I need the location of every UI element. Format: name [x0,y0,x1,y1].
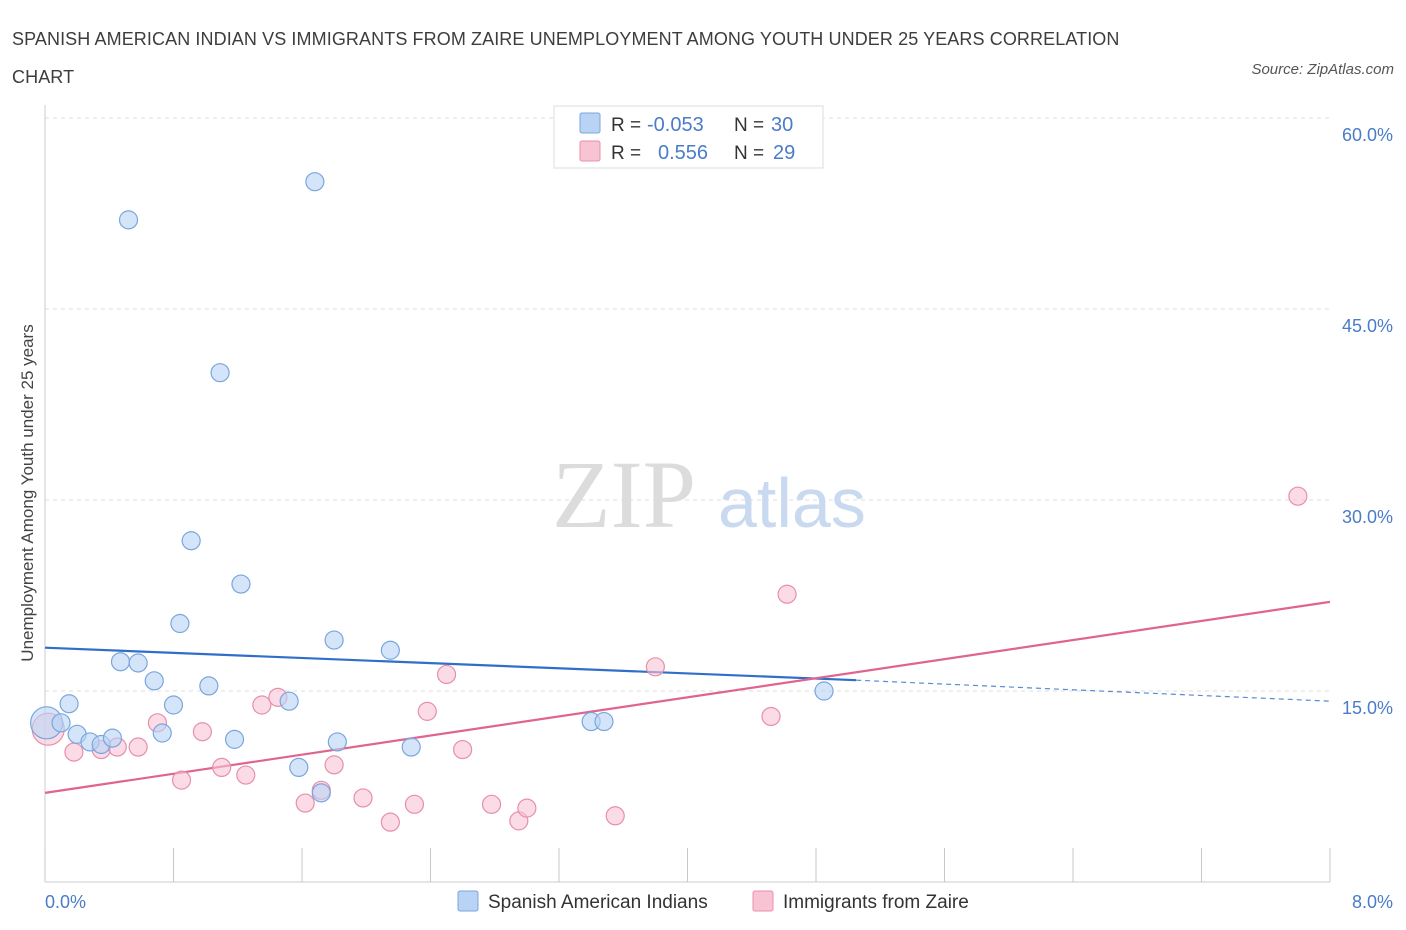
point-series0-23 [401,737,421,757]
trend-line-1 [44,600,1331,794]
legend-swatch-spanish-american-indians [457,890,479,912]
point-series0-22 [380,640,400,660]
y-tick-label: 15.0% [1342,698,1393,718]
legend-label-spanish-american-indians: Spanish American Indians [488,892,708,913]
point-series1-17 [404,794,425,814]
y-tick-label: 60.0% [1342,125,1393,145]
point-series0-9 [144,671,164,691]
x-tick-labels: 0.0% 8.0% [45,892,1393,912]
point-series0-13 [181,531,201,551]
chart-title: SPANISH AMERICAN INDIAN VS IMMIGRANTS FR… [12,29,1120,87]
point-series0-28 [210,363,230,383]
stats-r-value-blue: -0.053 [647,114,704,136]
watermark-atlas: atlas [718,464,866,542]
x-tick-label-max: 8.0% [1352,892,1393,912]
point-series1-6 [171,770,192,790]
point-series1-20 [453,739,473,760]
trend-line-extension-0 [856,679,1331,702]
watermark-zip: ZIP [552,441,696,548]
point-series1-23 [517,798,537,818]
point-series0-29 [305,172,325,192]
point-series0-27 [118,210,139,230]
y-tick-label: 45.0% [1342,316,1393,336]
series-legend: Spanish American Indians Immigrants from… [457,890,969,913]
legend-swatch-immigrants-from-zaire [752,890,774,912]
y-tick-labels: 15.0% 30.0% 45.0% 60.0% [1342,125,1393,718]
point-series1-28 [1288,486,1308,506]
stats-r-value-pink: 0.556 [658,142,708,164]
point-series1-25 [645,657,665,677]
watermark: ZIP atlas [552,441,866,548]
point-series1-10 [252,695,272,715]
stats-swatch-blue [579,112,601,134]
point-series0-11 [163,695,184,715]
point-series0-16 [231,574,251,594]
point-series0-6 [102,728,123,748]
stats-n-label-pink: N = [734,143,764,164]
point-series1-27 [777,584,797,604]
point-series0-8 [128,653,148,673]
point-series1-1 [64,742,84,762]
data-points [30,172,1308,832]
point-series1-7 [192,722,213,742]
point-series1-24 [605,806,625,826]
stats-swatch-pink [579,140,601,162]
x-tick-label-min: 0.0% [45,892,86,912]
point-series0-12 [170,613,190,634]
point-series1-14 [324,755,344,775]
point-series0-18 [289,757,309,778]
point-series1-15 [353,788,373,808]
point-series1-21 [481,794,502,814]
point-series1-19 [436,664,457,685]
point-series1-12 [295,793,315,813]
point-series0-17 [279,691,299,711]
source-credit: Source: ZipAtlas.com [1251,61,1394,78]
point-series1-8 [212,757,232,778]
point-series0-15 [224,729,245,749]
point-series1-16 [380,812,400,832]
stats-r-label-blue: R = [611,115,641,136]
point-series0-1 [51,713,71,733]
y-tick-label: 30.0% [1342,507,1393,527]
point-series0-25 [594,711,614,732]
trend-line-0 [44,646,857,682]
point-series0-2 [59,694,79,714]
stats-r-label-pink: R = [611,143,641,164]
point-series0-21 [327,732,347,752]
point-series0-10 [152,723,172,743]
point-series0-14 [199,676,219,696]
point-series0-19 [311,783,331,803]
grid-lines [45,117,1330,692]
point-series1-26 [761,706,781,727]
point-series0-20 [324,630,344,650]
legend-label-immigrants-from-zaire: Immigrants from Zaire [783,892,969,913]
point-series0-26 [814,681,834,701]
y-axis-label: Unemployment Among Youth under 25 years [18,324,37,661]
stats-legend: R = -0.053 N = 30 R = 0.556 N = 29 [553,105,824,169]
axes [44,105,1331,883]
stats-n-value-pink: 29 [773,142,795,164]
trend-lines [44,600,1331,794]
point-series1-9 [236,765,256,785]
point-series1-18 [417,701,437,721]
stats-n-value-blue: 30 [771,114,793,136]
point-series0-7 [110,652,131,672]
point-series1-4 [128,737,148,757]
stats-n-label-blue: N = [734,115,764,136]
